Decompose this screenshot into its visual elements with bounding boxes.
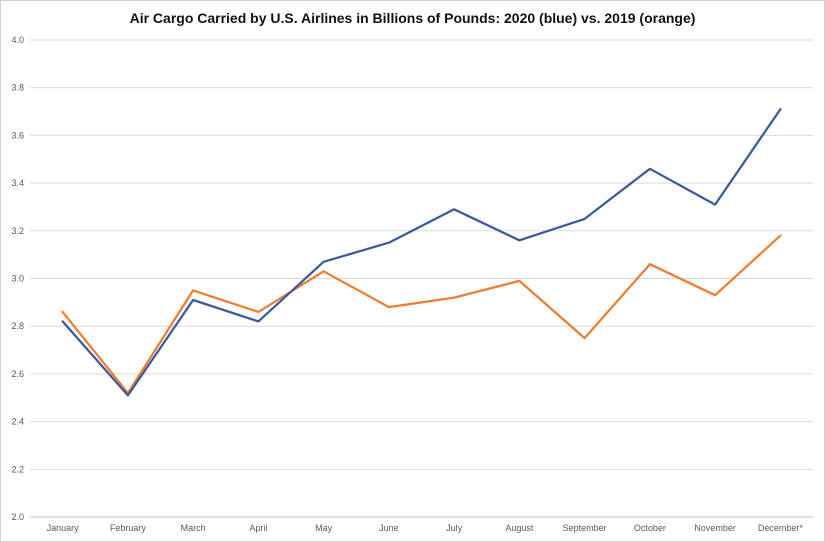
y-tick-label: 3.2	[11, 226, 24, 236]
x-tick-label: January	[47, 523, 80, 533]
x-tick-label: July	[446, 523, 463, 533]
y-tick-label: 3.6	[11, 130, 24, 140]
x-tick-label: October	[634, 523, 666, 533]
y-tick-label: 4.0	[11, 35, 24, 45]
series-line-2019	[61, 234, 782, 395]
y-axis-ticks: 2.0 2.2 2.4 2.6 2.8 3.0 3.2 3.4 3.6 3.8 4.0	[11, 35, 24, 522]
y-tick-label: 3.0	[11, 274, 24, 284]
x-tick-label: March	[181, 523, 206, 533]
gridlines	[30, 39, 813, 518]
series-lines	[61, 108, 782, 397]
x-tick-label: May	[315, 523, 333, 533]
x-tick-label: September	[563, 523, 607, 533]
y-tick-label: 2.4	[11, 417, 24, 427]
y-tick-label: 3.8	[11, 83, 24, 93]
y-tick-label: 2.8	[11, 321, 24, 331]
series-line-2020	[61, 108, 782, 397]
x-axis-ticks: January February March April May June July Augu…	[47, 523, 804, 533]
chart-title: Air Cargo Carried by U.S. Airlines in Bi…	[129, 10, 696, 26]
x-tick-label: November	[694, 523, 736, 533]
x-tick-label: June	[379, 523, 399, 533]
y-tick-label: 2.2	[11, 464, 24, 474]
y-tick-label: 3.4	[11, 178, 24, 188]
x-tick-label: February	[110, 523, 147, 533]
y-tick-label: 2.0	[11, 512, 24, 522]
x-tick-label: August	[505, 523, 534, 533]
x-tick-label: April	[249, 523, 267, 533]
x-tick-label: December*	[758, 523, 804, 533]
y-tick-label: 2.6	[11, 369, 24, 379]
